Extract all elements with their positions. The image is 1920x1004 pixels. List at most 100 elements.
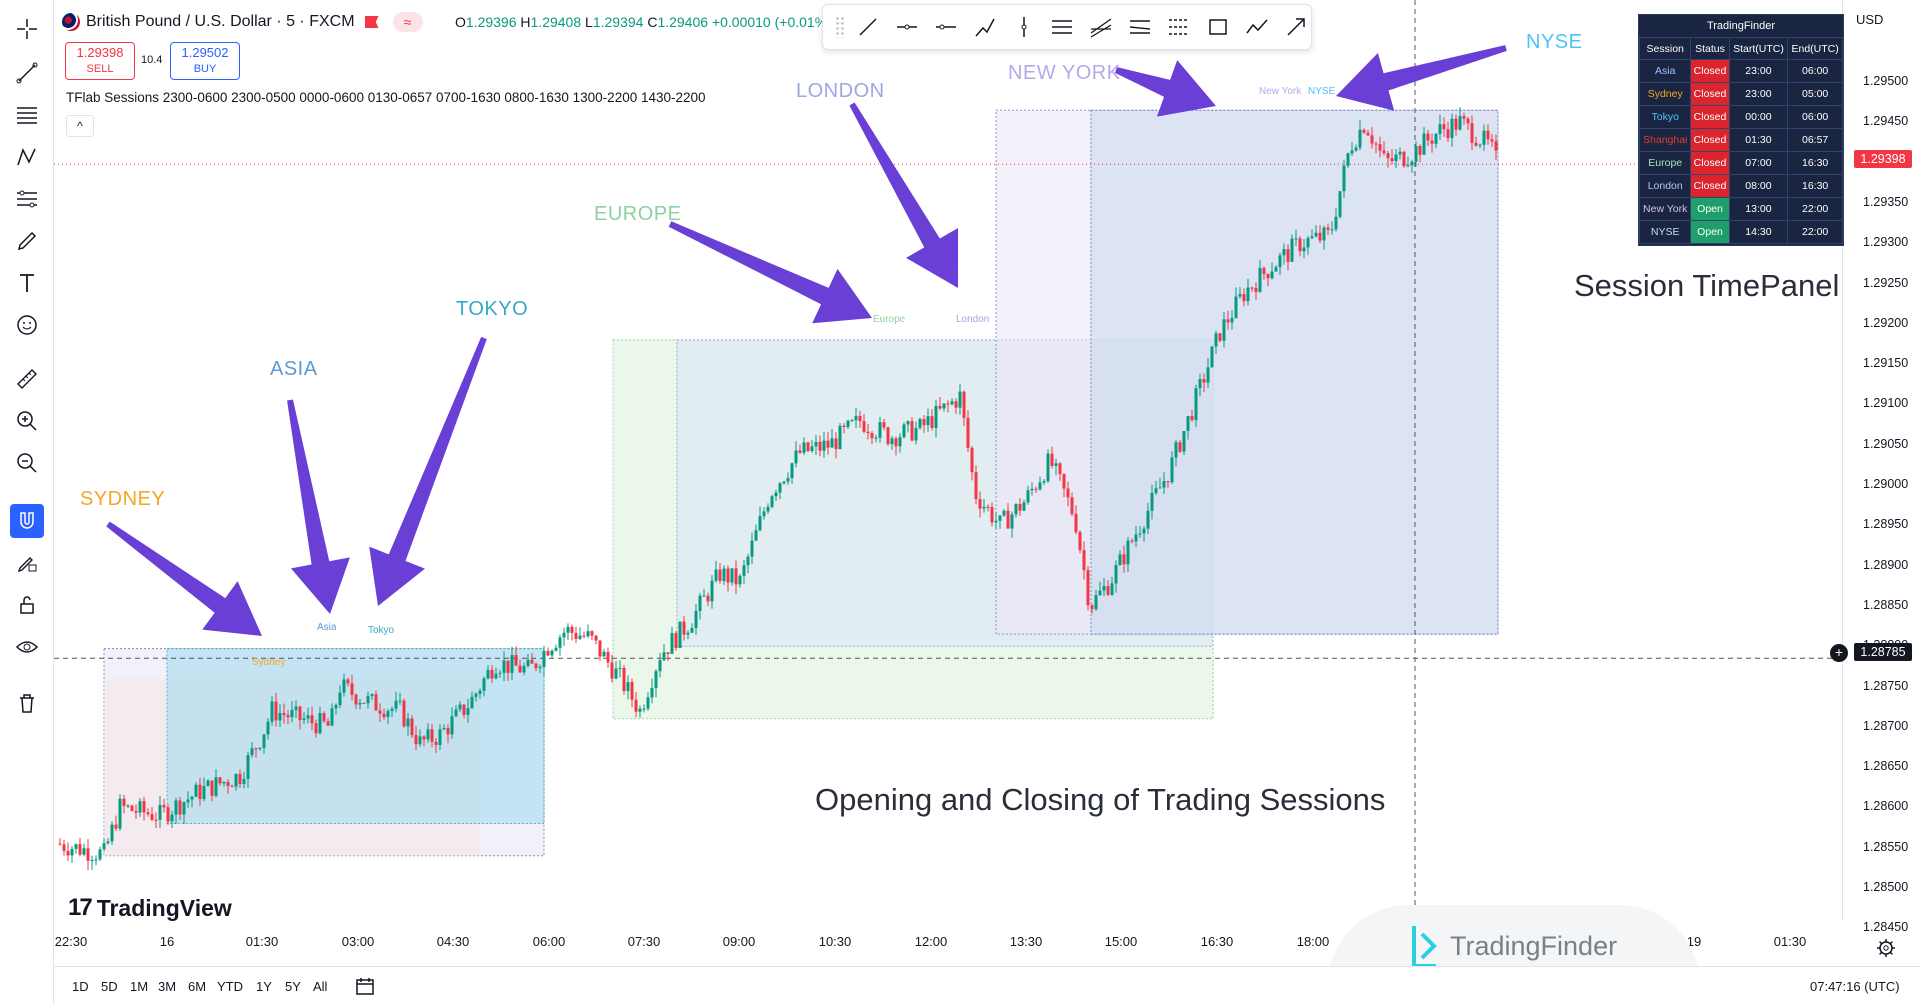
lock-icon[interactable] <box>10 588 44 622</box>
fib-icon[interactable] <box>10 98 44 132</box>
range-5y-button[interactable]: 5Y <box>285 979 301 994</box>
asia-annotation: ASIA <box>270 358 318 380</box>
vertical-line-icon[interactable] <box>1008 11 1039 43</box>
candle-body <box>130 805 134 811</box>
candle-body <box>1218 333 1222 341</box>
time-label: 01:30 <box>1773 934 1807 949</box>
arrow-icon[interactable] <box>1280 11 1311 43</box>
calendar-icon[interactable] <box>354 975 376 997</box>
candle-body <box>1050 453 1054 466</box>
candle-body <box>194 784 198 797</box>
candle-body <box>1366 132 1370 136</box>
candle-body <box>498 672 502 674</box>
candle-body <box>1150 492 1154 511</box>
indicator-legend[interactable]: TFlab Sessions 2300-0600 2300-0500 0000-… <box>66 90 706 105</box>
regression-icon[interactable] <box>1086 11 1117 43</box>
gear-icon[interactable] <box>1876 938 1896 958</box>
magnet-icon[interactable] <box>10 504 44 538</box>
projection-icon[interactable] <box>10 182 44 216</box>
disjoint-channel-icon[interactable] <box>1164 11 1195 43</box>
zoom-out-icon[interactable] <box>10 446 44 480</box>
trend-line-icon[interactable] <box>853 11 884 43</box>
candle-body <box>622 667 626 692</box>
range-6m-button[interactable]: 6M <box>188 979 207 994</box>
candle-body <box>1002 510 1006 516</box>
range-1d-button[interactable]: 1D <box>72 979 89 994</box>
range-all-button[interactable]: All <box>313 979 328 994</box>
candle-body <box>842 425 846 427</box>
candle-body <box>1374 143 1378 145</box>
price-axis[interactable]: 1.295001.294501.294001.293501.293001.292… <box>1842 0 1920 934</box>
pill-icon[interactable]: ≈ <box>392 12 423 32</box>
time-label: 16 <box>159 934 175 949</box>
crosshair-icon[interactable] <box>10 12 44 46</box>
session-start: 14:30 <box>1728 220 1789 244</box>
candle-body <box>1426 133 1430 141</box>
candle-body <box>302 718 306 721</box>
price-chart[interactable] <box>54 0 1842 932</box>
candle-body <box>1118 554 1122 566</box>
candle-body <box>638 708 642 712</box>
tokyo-session-box <box>166 648 545 825</box>
range-1y-button[interactable]: 1Y <box>256 979 272 994</box>
candle-body <box>906 421 910 425</box>
parallel-channel-icon[interactable] <box>1047 11 1078 43</box>
session-row: London Closed 08:00 16:30 <box>1638 174 1843 198</box>
horizontal-line-icon[interactable] <box>892 11 923 43</box>
polyline-icon[interactable] <box>1241 11 1272 43</box>
flat-top-icon[interactable] <box>1125 11 1156 43</box>
candle-body <box>306 715 310 719</box>
nyse-chart-label: NYSE <box>1308 86 1336 97</box>
price-label: 1.28700 <box>1863 718 1909 733</box>
range-5d-button[interactable]: 5D <box>101 979 118 994</box>
candle-body <box>482 678 486 691</box>
trend-line-icon[interactable] <box>10 56 44 90</box>
eye-icon[interactable] <box>10 630 44 664</box>
brush-icon[interactable] <box>10 224 44 258</box>
candle-body <box>626 682 630 692</box>
candle-body <box>214 777 218 796</box>
tradingfinder-mark-icon <box>1412 926 1437 968</box>
time-label: 04:30 <box>436 934 470 949</box>
sell-button[interactable]: 1.29398 SELL <box>65 42 135 80</box>
sell-label: SELL <box>86 63 114 75</box>
drag-handle-icon[interactable] <box>835 16 845 38</box>
buy-button[interactable]: 1.29502 BUY <box>170 42 240 80</box>
session-start: 23:00 <box>1728 59 1789 83</box>
zoom-in-icon[interactable] <box>10 404 44 438</box>
range-3m-button[interactable]: 3M <box>158 979 177 994</box>
add-alert-icon[interactable]: + <box>1830 644 1848 662</box>
candle-body <box>650 688 654 698</box>
candle-body <box>390 708 394 711</box>
horizontal-ray-icon[interactable] <box>930 11 961 43</box>
time-label: 09:00 <box>722 934 756 949</box>
candle-body <box>1078 532 1082 551</box>
time-axis[interactable]: 22:30 16 01:30 03:00 04:30 06:00 07:30 09:00 10:… <box>54 934 1920 962</box>
candle-body <box>1386 153 1390 159</box>
rectangle-icon[interactable] <box>1202 11 1233 43</box>
symbol-header[interactable]: British Pound / U.S. Dollar · 5 · FXCM ≈ <box>62 8 423 36</box>
text-icon[interactable] <box>10 266 44 300</box>
ruler-icon[interactable] <box>10 362 44 396</box>
collapse-legend-button[interactable]: ^ <box>66 115 94 137</box>
tradingview-wordmark: TradingView <box>96 894 232 921</box>
europe-chart-label: Europe <box>873 314 906 325</box>
flag-marker-icon[interactable] <box>364 16 379 28</box>
range-ytd-button[interactable]: YTD <box>217 979 243 994</box>
candle-body <box>814 441 818 447</box>
candle-body <box>1090 605 1094 610</box>
path-icon[interactable] <box>969 11 1000 43</box>
lock-drawing-icon[interactable] <box>10 546 44 580</box>
candle-body <box>1326 227 1330 230</box>
symbol-title[interactable]: British Pound / U.S. Dollar · 5 · FXCM <box>86 13 355 30</box>
pattern-icon[interactable] <box>10 140 44 174</box>
session-row: Shanghai Closed 01:30 06:57 <box>1638 128 1843 152</box>
emoji-icon[interactable] <box>10 308 44 342</box>
candle-body <box>898 437 902 447</box>
currency-selector[interactable]: USD <box>1856 12 1884 27</box>
clock[interactable]: 07:47:16 (UTC) <box>1810 979 1900 994</box>
range-1m-button[interactable]: 1M <box>130 979 149 994</box>
trash-icon[interactable] <box>10 686 44 720</box>
candle-body <box>330 708 334 726</box>
